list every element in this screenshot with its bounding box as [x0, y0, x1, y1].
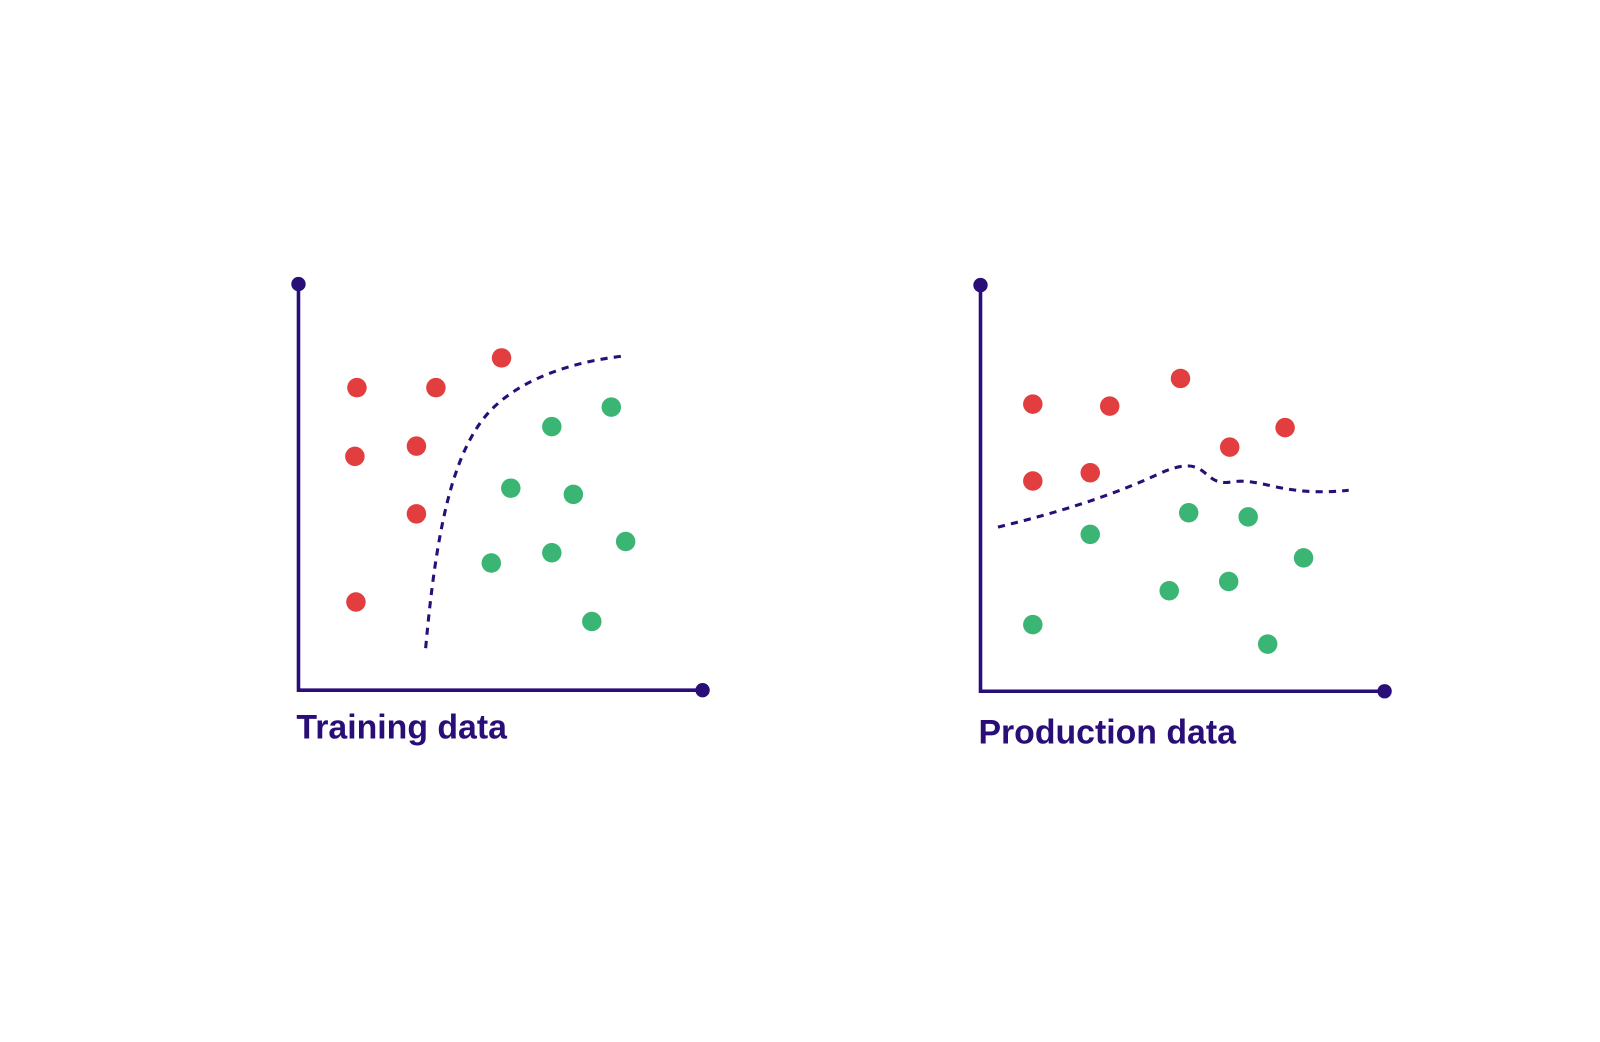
- point: [563, 484, 584, 505]
- decision-boundary: [997, 464, 1349, 529]
- axis-end: [291, 276, 306, 292]
- point: [345, 446, 365, 467]
- point: [615, 531, 636, 552]
- red-points: [1023, 368, 1295, 491]
- panel-label: Production data: [978, 714, 1237, 752]
- point: [406, 504, 427, 524]
- point: [347, 377, 367, 398]
- training-panel: Training data: [291, 276, 710, 746]
- point: [481, 553, 502, 573]
- panel-label: Training data: [296, 708, 508, 746]
- point: [1023, 394, 1043, 414]
- point: [1159, 580, 1179, 601]
- axes: [978, 285, 1385, 694]
- point: [346, 592, 366, 612]
- axis-end: [1377, 684, 1392, 699]
- point: [1257, 634, 1278, 654]
- point: [1238, 507, 1258, 527]
- point: [601, 397, 622, 417]
- point: [491, 348, 512, 368]
- point: [1023, 614, 1043, 635]
- production-panel: Production data: [973, 277, 1392, 752]
- axis-end: [973, 277, 988, 293]
- green-points: [1023, 503, 1314, 654]
- point: [542, 543, 562, 563]
- green-points: [481, 397, 636, 632]
- point: [582, 611, 602, 632]
- decision-boundary: [424, 354, 626, 649]
- point: [1099, 396, 1120, 416]
- point: [1023, 471, 1043, 491]
- point: [1080, 463, 1100, 483]
- point: [406, 436, 427, 456]
- point: [1218, 571, 1239, 592]
- point: [1170, 368, 1191, 389]
- point: [1219, 437, 1240, 457]
- point: [1293, 548, 1314, 568]
- axis-end: [695, 683, 710, 698]
- axes: [296, 284, 703, 693]
- point: [542, 416, 562, 437]
- red-points: [345, 348, 512, 612]
- point: [1275, 417, 1295, 438]
- point: [1080, 524, 1100, 545]
- point: [1178, 503, 1199, 523]
- point: [426, 377, 446, 398]
- point: [501, 478, 521, 498]
